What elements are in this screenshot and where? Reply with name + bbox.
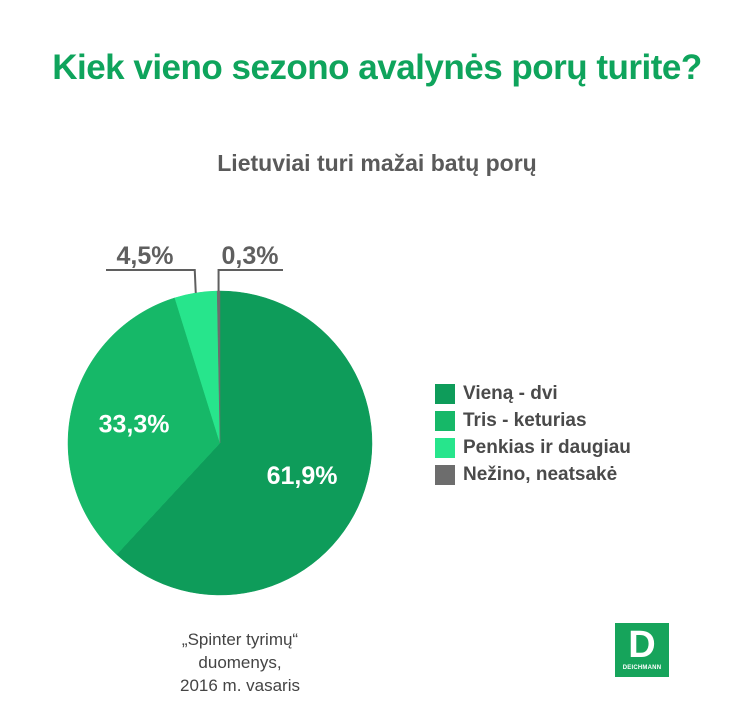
logo-text: DEICHMANN	[622, 665, 662, 671]
legend-item-3: Penkias ir daugiau	[435, 434, 631, 461]
leader-line-penkias-ir-daugiau	[106, 269, 197, 293]
legend-label-4: Nežino, neatsakė	[463, 463, 618, 485]
legend-label-3: Penkias ir daugiau	[463, 436, 631, 458]
legend-swatch-4	[435, 464, 455, 485]
legend-item-1: Vieną - dvi	[435, 380, 631, 407]
data-label-penkias-ir-daugiau: 4,5%	[117, 242, 174, 270]
page-title: Kiek vieno sezono avalynės porų turite?	[52, 48, 702, 87]
logo-letter: D	[628, 624, 656, 666]
legend: Vieną - dvi Tris - keturias Penkias ir d…	[435, 380, 631, 488]
source-line-2: 2016 m. vasaris	[180, 676, 300, 695]
legend-item-4: Nežino, neatsakė	[435, 461, 631, 488]
legend-swatch-3	[435, 437, 455, 458]
leader-line-nezino-neatsake	[217, 269, 283, 292]
chart-subtitle: Lietuviai turi mažai batų porų	[217, 150, 537, 176]
deichmann-logo: D DEICHMANN	[615, 623, 669, 677]
legend-label-2: Tris - keturias	[463, 409, 587, 431]
legend-label-1: Vieną - dvi	[463, 382, 558, 404]
legend-item-2: Tris - keturias	[435, 407, 631, 434]
source-line-1: „Spinter tyrimų“ duomenys,	[181, 630, 299, 672]
data-label-nezino-neatsake: 0,3%	[222, 242, 279, 270]
source-note: „Spinter tyrimų“ duomenys, 2016 m. vasar…	[150, 628, 330, 697]
data-label-viena-dvi: 61,9%	[267, 462, 338, 490]
legend-swatch-1	[435, 383, 455, 404]
legend-swatch-2	[435, 410, 455, 431]
pie-slice-tris-keturias	[67, 297, 221, 555]
pie-slice-viena-dvi	[116, 290, 373, 596]
data-label-tris-keturias: 33,3%	[99, 410, 170, 438]
